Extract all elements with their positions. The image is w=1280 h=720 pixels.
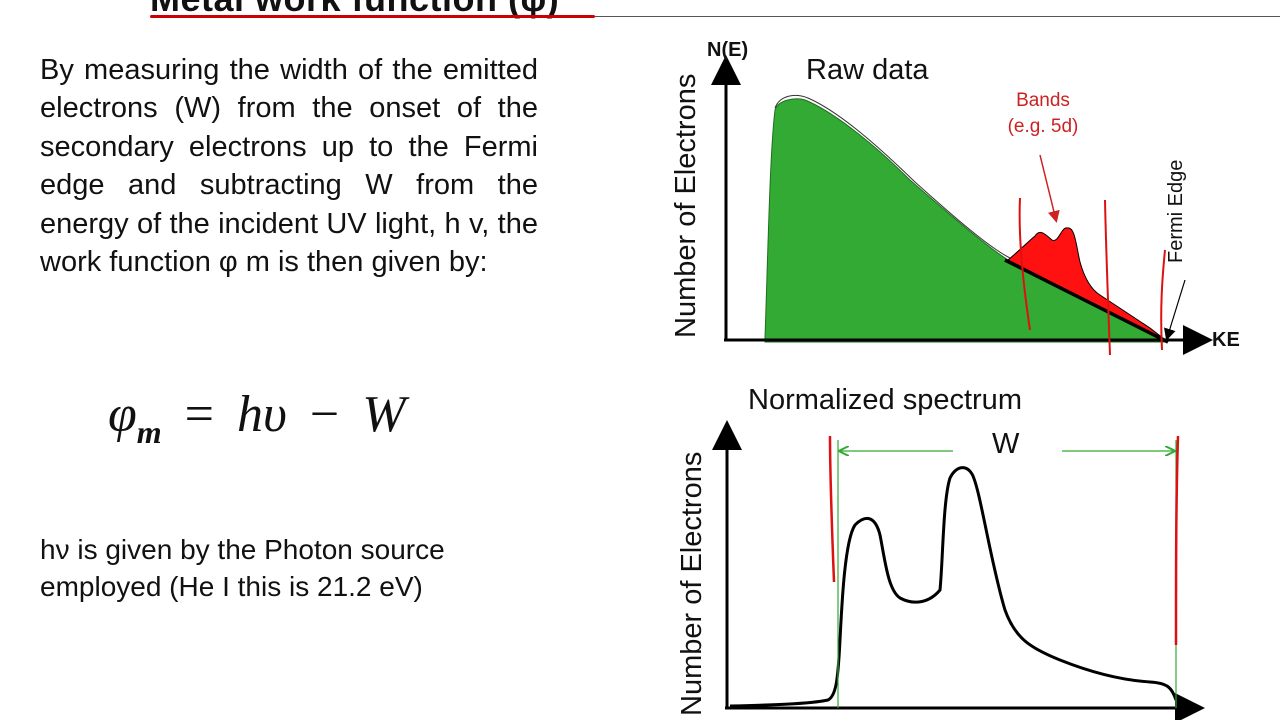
formula-photon-energy: hυ xyxy=(237,386,287,443)
normalized-spectrum-curve xyxy=(729,466,1178,708)
slide-title: Metal work function (φ) xyxy=(150,0,559,20)
bands-area xyxy=(1007,227,1169,343)
formula-subscript: m xyxy=(136,414,162,450)
photon-source-note: hν is given by the Photon source employe… xyxy=(40,534,445,602)
normalized-y-axis-label: Number of Electrons xyxy=(676,452,708,716)
bands-pointer-arrow xyxy=(1039,154,1060,223)
raw-trace-outline xyxy=(774,95,1011,259)
band-marker-right xyxy=(1104,199,1111,356)
formula-minus: − xyxy=(309,386,340,443)
raw-data-plot: Number of Electrons N(E) KE Raw data Ban… xyxy=(670,39,1240,356)
title-underline xyxy=(150,15,595,18)
width-label: W xyxy=(992,428,1020,460)
fermi-edge-label: Fermi Edge xyxy=(1165,160,1187,263)
fermi-pointer-arrow xyxy=(1164,279,1186,341)
formula-equals: = xyxy=(184,386,214,443)
work-function-formula: φm = hυ − W xyxy=(108,385,406,451)
onset-marker xyxy=(828,435,836,583)
bands-baseline xyxy=(1004,258,1169,344)
bands-label-line2: (e.g. 5d) xyxy=(1008,116,1079,137)
fermi-edge-marker xyxy=(1174,435,1180,646)
title-rule xyxy=(595,16,1280,17)
band-marker-left xyxy=(1018,197,1031,331)
fermi-marker xyxy=(1160,249,1166,351)
secondary-electron-area xyxy=(764,98,1169,343)
raw-y-axis-top-label: N(E) xyxy=(707,39,748,61)
bands-label-line1: Bands xyxy=(1016,90,1070,111)
normalized-spectrum-plot: Normalized spectrum Number of Electrons … xyxy=(676,384,1205,720)
formula-phi: φ xyxy=(108,386,137,443)
normalized-title: Normalized spectrum xyxy=(748,384,1022,416)
raw-y-axis-label: Number of Electrons xyxy=(670,74,702,338)
raw-data-title: Raw data xyxy=(806,54,929,86)
formula-width: W xyxy=(362,386,406,443)
explanation-paragraph: By measuring the width of the emitted el… xyxy=(40,54,538,279)
raw-x-axis-label: KE xyxy=(1212,329,1240,351)
